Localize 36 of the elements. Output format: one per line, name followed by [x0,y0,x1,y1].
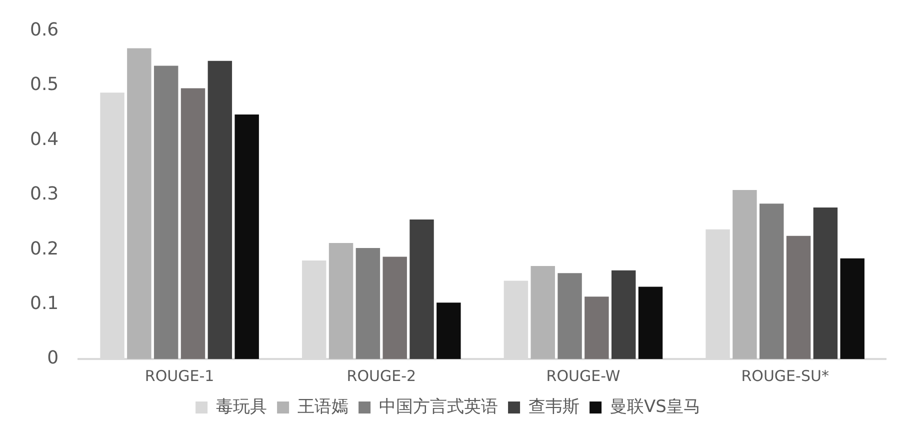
y-tick-label: 0.5 [30,74,59,96]
bar [436,302,461,359]
bar [208,60,232,359]
x-tick-label: ROUGE-W [546,366,620,385]
y-tick-label: 0.3 [30,184,59,205]
bar [356,248,380,359]
bar [611,270,636,359]
bar [732,190,757,359]
bar [154,66,178,359]
y-tick-label: 0.6 [30,19,59,40]
legend-label: 中国方言式英语 [379,396,498,417]
legend-label: 查韦斯 [528,396,580,417]
bar [127,48,152,359]
legend-label: 曼联VS皇马 [610,396,700,417]
y-tick-label: 0.2 [30,238,59,260]
bar [584,296,609,359]
y-tick-label: 0.4 [30,128,59,150]
bar [382,256,407,359]
x-tick-label: ROUGE-SU* [741,366,830,385]
bar [840,258,864,359]
bar [638,286,663,359]
bar [180,88,206,359]
bar [328,243,354,359]
x-tick-label: ROUGE-2 [346,366,416,385]
bar [786,236,811,359]
bar [410,220,434,359]
x-tick-label: ROUGE-1 [144,366,214,385]
bar [813,207,838,359]
legend-label: 王语嫣 [298,396,349,417]
y-tick-label: 0 [47,348,59,369]
bar [558,273,582,359]
bar [530,266,555,359]
bar [234,114,259,359]
legend-label: 毒玩具 [216,396,268,417]
y-tick-label: 0.1 [30,292,59,314]
bar [760,204,784,359]
